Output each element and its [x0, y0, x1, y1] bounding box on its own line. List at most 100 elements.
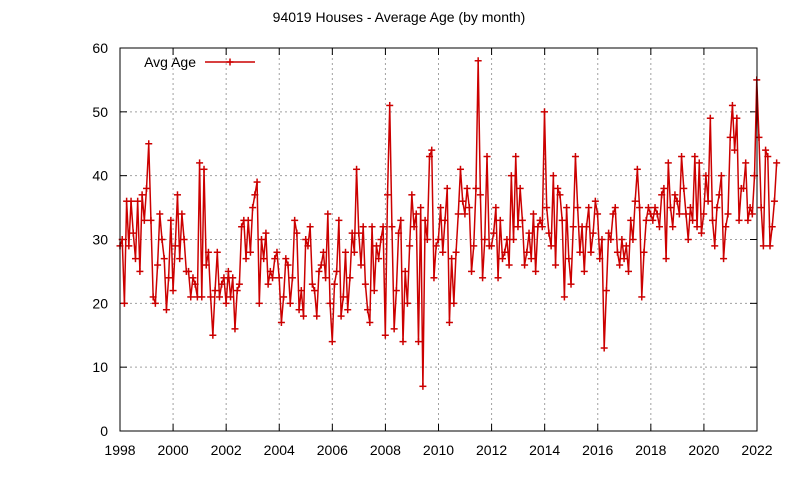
legend-marker-plus: [226, 58, 234, 66]
x-tick-label: 2012: [476, 442, 507, 458]
data-point: [319, 248, 327, 256]
data-point: [474, 57, 482, 65]
data-point: [127, 197, 135, 205]
data-point: [728, 101, 736, 109]
data-point: [565, 255, 573, 263]
data-point: [697, 229, 705, 237]
data-point: [567, 280, 575, 288]
data-point: [501, 248, 509, 256]
data-point: [532, 267, 540, 275]
x-tick-label: 2008: [370, 442, 401, 458]
data-point: [618, 236, 626, 243]
data-point: [675, 210, 683, 218]
x-tick-label: 2010: [423, 442, 454, 458]
data-point: [408, 191, 416, 199]
data-point: [335, 216, 343, 224]
data-point: [187, 293, 195, 301]
x-tick-label: 2000: [158, 442, 189, 458]
data-point: [140, 216, 148, 224]
data-point: [704, 197, 712, 205]
data-point: [350, 248, 358, 256]
data-point: [770, 197, 778, 205]
data-point: [642, 216, 650, 224]
data-point: [145, 140, 153, 148]
data-point: [631, 197, 639, 205]
data-point: [684, 236, 692, 243]
data-point: [481, 236, 489, 243]
data-point: [545, 229, 553, 237]
data-point: [653, 210, 661, 218]
data-point: [297, 287, 305, 295]
data-point: [441, 216, 449, 224]
data-point: [366, 318, 374, 326]
data-point: [370, 287, 378, 295]
data-point: [218, 280, 226, 288]
data-point: [452, 248, 460, 256]
data-point: [271, 255, 279, 263]
data-point: [483, 153, 491, 161]
data-point: [423, 236, 431, 243]
data-point: [580, 267, 588, 275]
data-point: [443, 184, 451, 192]
data-point: [154, 261, 162, 269]
data-point: [498, 255, 506, 263]
data-point: [554, 184, 562, 192]
data-point: [759, 242, 767, 250]
data-point: [251, 191, 259, 199]
data-point: [322, 274, 330, 282]
data-point: [693, 223, 701, 231]
data-point: [448, 255, 456, 263]
legend-label: Avg Age: [144, 54, 196, 70]
data-point: [658, 191, 666, 199]
data-point: [507, 172, 515, 180]
data-point: [516, 184, 524, 192]
data-point: [207, 293, 215, 301]
data-point: [147, 216, 155, 224]
plot-frame: [119, 47, 758, 432]
data-point: [671, 191, 679, 199]
data-point: [711, 242, 719, 250]
data-point: [525, 229, 533, 237]
data-point: [260, 255, 268, 263]
data-point: [744, 216, 752, 224]
data-point: [549, 172, 557, 180]
x-tick-label: 2016: [582, 442, 613, 458]
data-point: [178, 210, 186, 218]
data-point: [472, 184, 480, 192]
data-point: [660, 184, 668, 192]
data-point: [492, 204, 500, 212]
data-point: [479, 274, 487, 282]
data-point: [673, 197, 681, 205]
y-tick-label: 40: [92, 168, 108, 184]
data-point: [585, 204, 593, 212]
grid-lines: [120, 48, 757, 431]
data-point: [120, 299, 128, 307]
data-point: [284, 261, 292, 269]
data-point: [235, 280, 243, 288]
data-point: [414, 338, 422, 346]
data-point: [558, 216, 566, 224]
chart-title: 94019 Houses - Average Age (by month): [273, 9, 526, 25]
data-point: [204, 248, 212, 256]
data-point: [560, 293, 568, 301]
data-point: [552, 261, 560, 269]
data-point: [231, 325, 239, 333]
data-point: [600, 344, 608, 352]
data-point: [348, 229, 356, 237]
data-point: [138, 191, 146, 199]
data-point: [324, 210, 332, 218]
data-point: [361, 280, 369, 288]
data-point: [125, 242, 133, 250]
data-point: [136, 267, 144, 275]
data-point: [238, 223, 246, 231]
data-point: [406, 242, 414, 250]
data-point: [202, 261, 210, 269]
data-point: [344, 306, 352, 314]
data-point: [636, 204, 644, 212]
data-point: [339, 293, 347, 301]
data-point: [143, 184, 151, 192]
data-point: [198, 293, 206, 301]
data-point: [529, 210, 537, 218]
data-point: [589, 229, 597, 237]
